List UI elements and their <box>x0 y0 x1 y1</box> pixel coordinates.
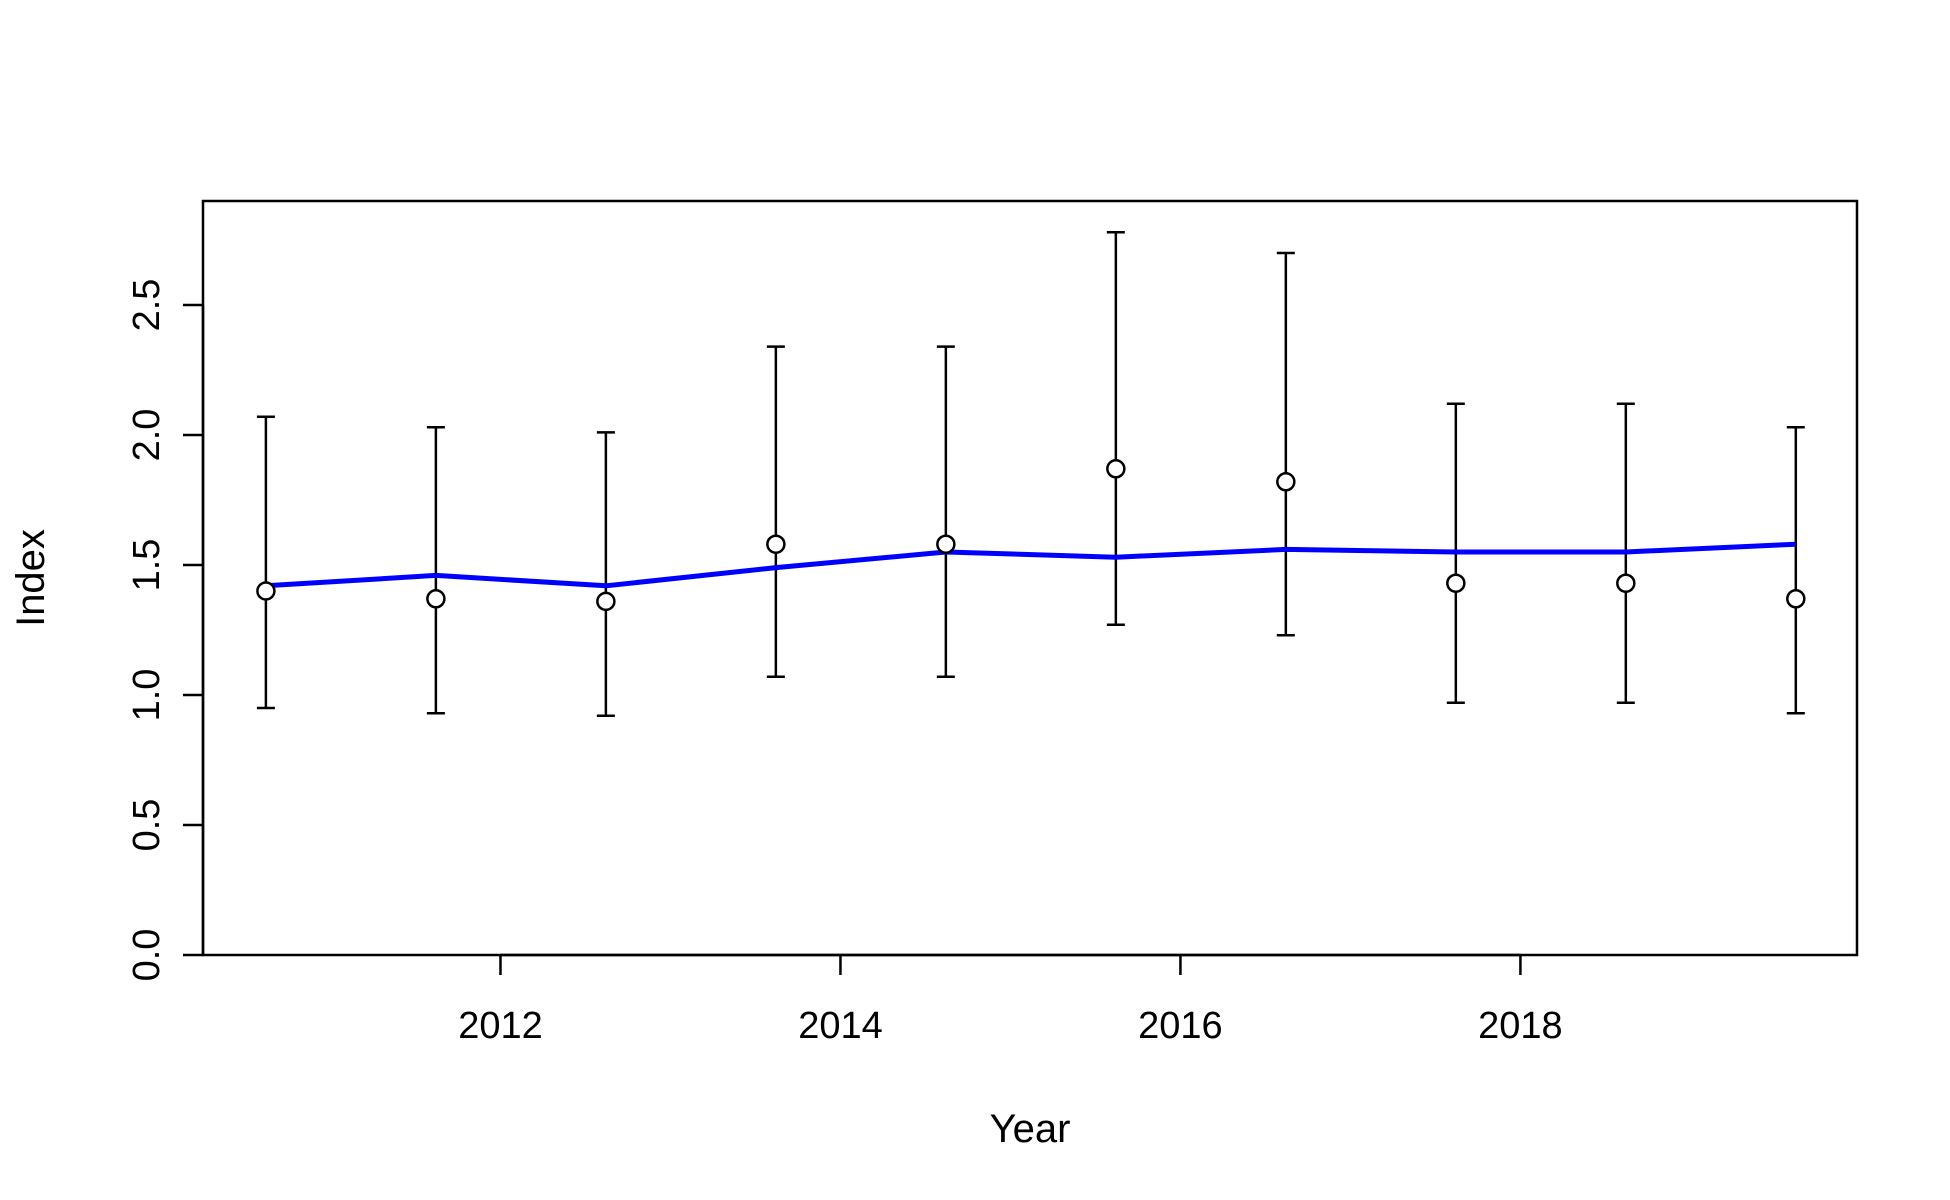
y-tick-label: 0.0 <box>126 929 168 982</box>
fit-line <box>265 541 1796 589</box>
error-bar <box>936 345 955 679</box>
y-axis: 0.0 0.5 1.0 1.5 2.0 2.5 <box>126 279 205 982</box>
data-point <box>1276 472 1296 492</box>
x-tick-label: 2018 <box>1478 1005 1563 1047</box>
data-point <box>936 534 956 554</box>
x-axis: 2012 2014 2016 2018 <box>458 953 1563 1047</box>
data-point <box>766 534 786 554</box>
y-axis-title: Index <box>9 529 53 627</box>
error-bar <box>766 345 785 679</box>
data-point <box>426 589 446 609</box>
fit-series <box>265 541 1796 589</box>
data-point <box>1786 589 1806 609</box>
error-bar <box>426 425 445 715</box>
data-point <box>1446 573 1466 593</box>
x-axis-title: Year <box>990 1107 1071 1151</box>
error-bar <box>596 431 615 718</box>
y-tick-label: 2.5 <box>126 279 168 332</box>
y-tick-label: 2.0 <box>126 409 168 462</box>
error-bar <box>256 415 275 710</box>
y-tick-label: 0.5 <box>126 799 168 852</box>
x-tick-label: 2012 <box>458 1005 543 1047</box>
y-tick-label: 1.0 <box>126 669 168 722</box>
data-point <box>1616 573 1636 593</box>
error-bar <box>1276 251 1295 637</box>
data-point <box>1106 459 1126 479</box>
x-tick-label: 2014 <box>798 1005 883 1047</box>
error-bars <box>256 230 1805 718</box>
y-tick-label: 1.5 <box>126 539 168 592</box>
error-bar <box>1786 425 1805 715</box>
data-point <box>596 591 616 612</box>
error-bar <box>1106 230 1125 627</box>
points-series <box>256 459 1806 612</box>
x-tick-label: 2016 <box>1138 1005 1223 1047</box>
data-point <box>256 581 276 601</box>
